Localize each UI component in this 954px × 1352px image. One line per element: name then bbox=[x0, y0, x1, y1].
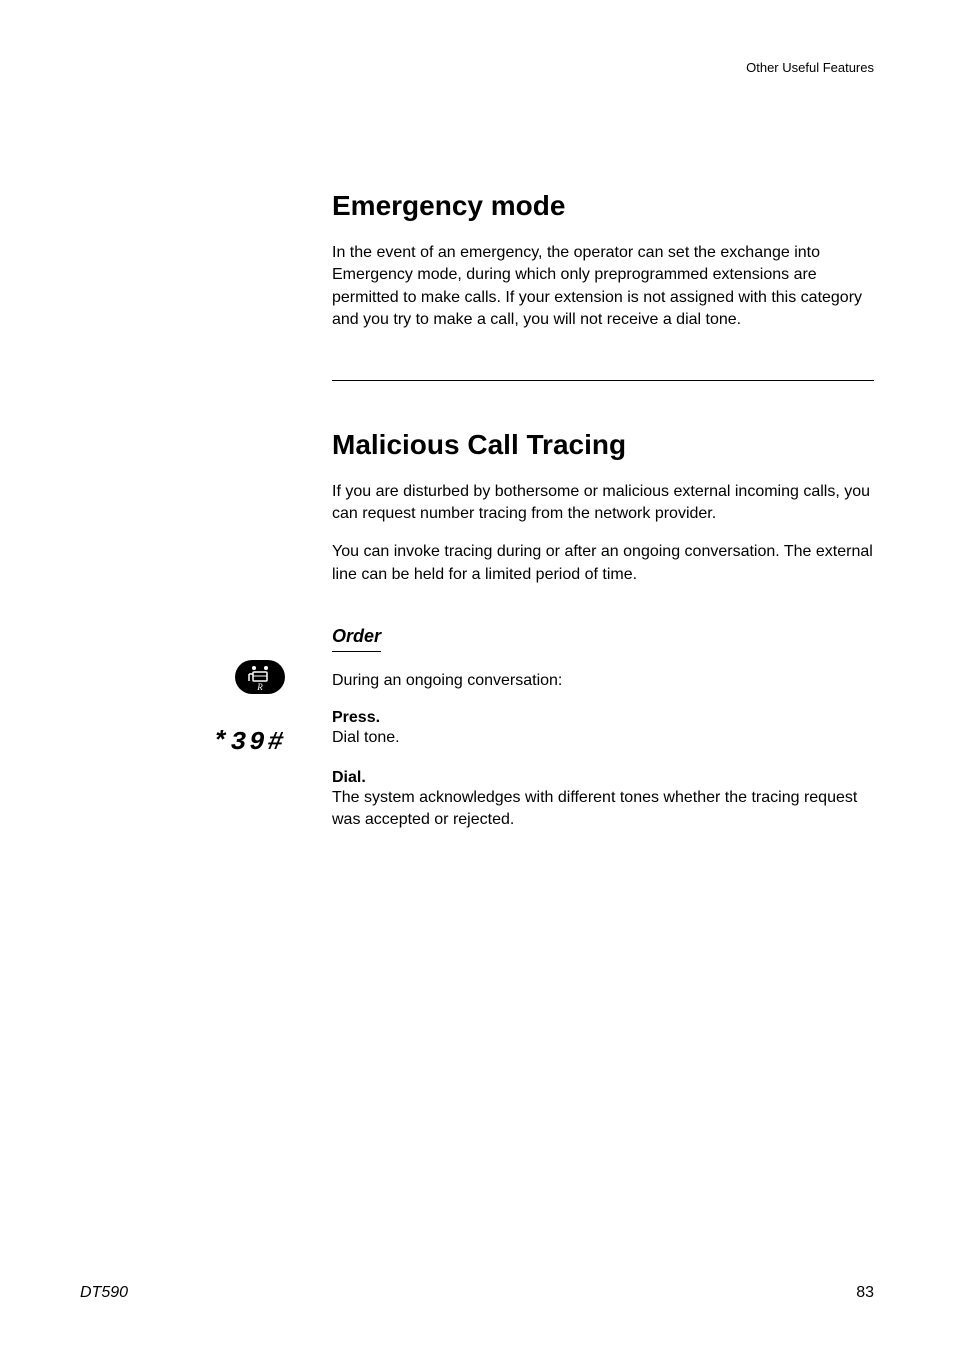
dial-label: Dial. bbox=[332, 769, 366, 786]
footer-page-number: 83 bbox=[856, 1284, 874, 1302]
emergency-mode-paragraph: In the event of an emergency, the operat… bbox=[332, 242, 874, 332]
instruction-row-dial: Dial. The system acknowledges with diffe… bbox=[332, 769, 874, 832]
press-label: Press. bbox=[332, 709, 380, 726]
malicious-call-paragraph-1: If you are disturbed by bothersome or ma… bbox=[332, 481, 874, 526]
malicious-call-title: Malicious Call Tracing bbox=[332, 429, 874, 461]
section-divider bbox=[332, 380, 874, 381]
dial-text: The system acknowledges with different t… bbox=[332, 789, 857, 828]
order-title: Order bbox=[332, 626, 381, 652]
press-text: Dial tone. bbox=[332, 729, 400, 746]
dial-code: *39# bbox=[212, 727, 286, 757]
page-header: Other Useful Features bbox=[746, 60, 874, 75]
malicious-call-paragraph-2: You can invoke tracing during or after a… bbox=[332, 541, 874, 586]
footer-model: DT590 bbox=[80, 1284, 128, 1302]
r-button-icon: R bbox=[230, 660, 290, 699]
emergency-mode-title: Emergency mode bbox=[332, 190, 874, 222]
order-section: Order During an ongoing conversation: Pr… bbox=[332, 626, 874, 832]
order-intro: During an ongoing conversation: bbox=[332, 670, 874, 692]
main-content: Emergency mode In the event of an emerge… bbox=[332, 190, 874, 832]
header-section-name: Other Useful Features bbox=[746, 60, 874, 75]
instruction-row-press: Press. Dial tone. bbox=[332, 709, 874, 749]
svg-text:R: R bbox=[256, 682, 263, 692]
